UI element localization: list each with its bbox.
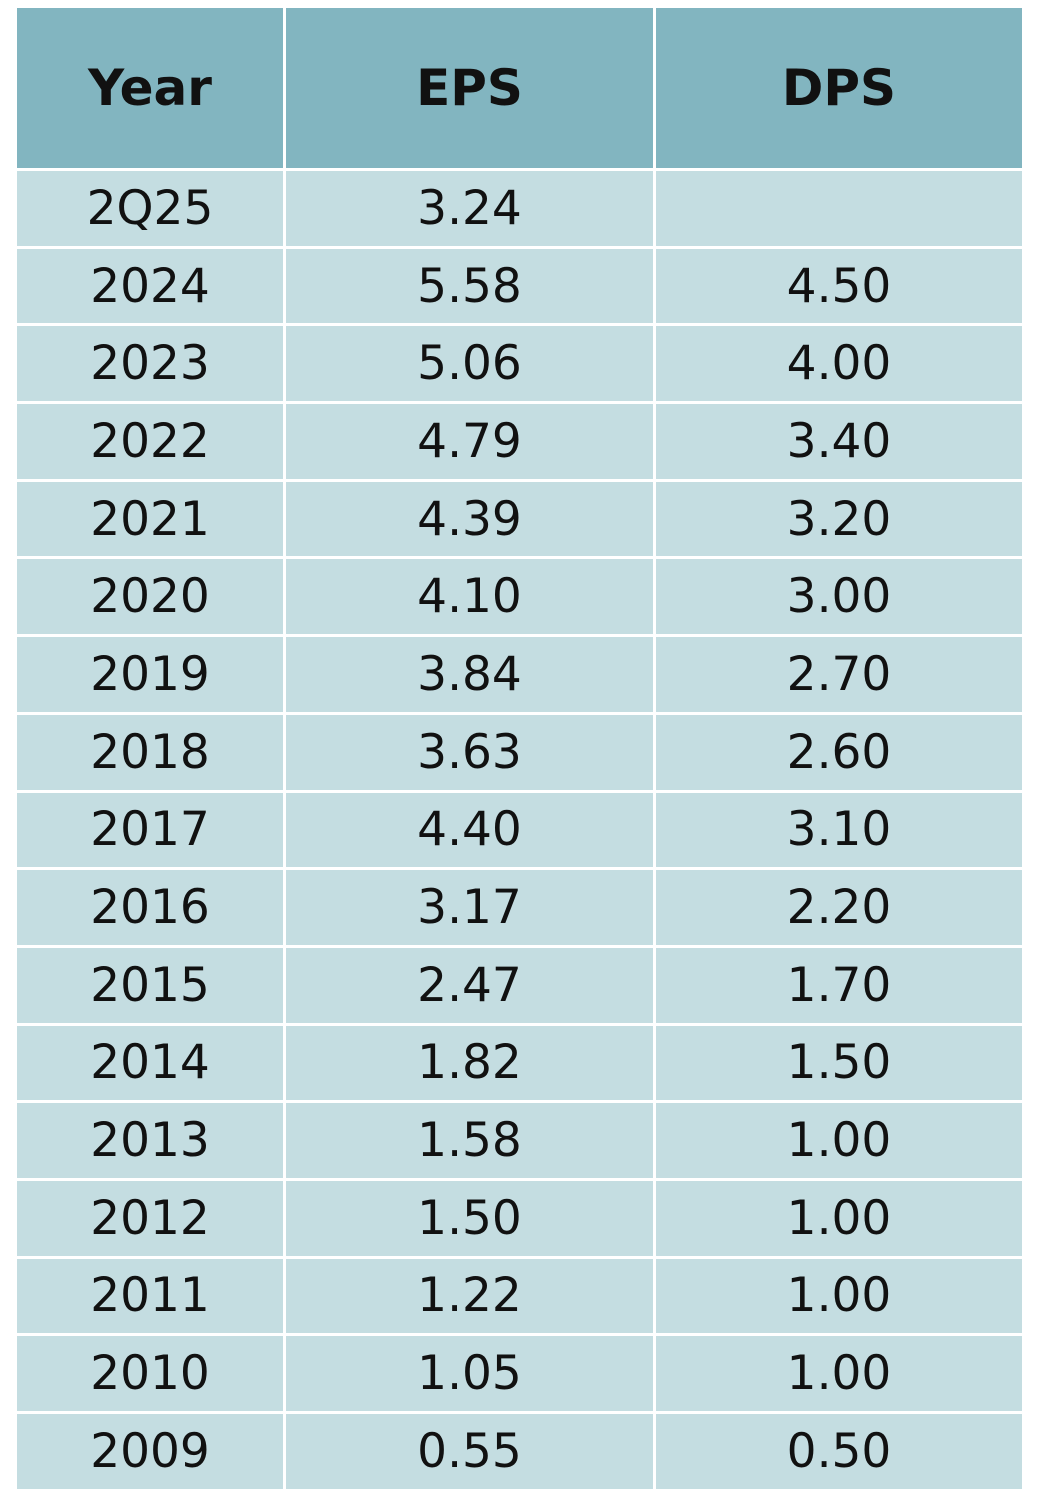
table-cell: 1.22 — [286, 1258, 653, 1334]
table-cell: 1.70 — [656, 947, 1022, 1023]
table-cell: 3.40 — [656, 404, 1022, 479]
table-cell: 1.05 — [286, 1336, 653, 1411]
table-cell: 1.58 — [286, 1103, 653, 1178]
table-cell: 1.50 — [656, 1025, 1022, 1101]
table-cell: 5.06 — [286, 326, 653, 402]
header-cell: DPS — [656, 8, 1022, 168]
table-cell: 4.00 — [656, 326, 1022, 402]
table-cell: 2Q25 — [17, 171, 283, 246]
header-cell: EPS — [286, 8, 653, 168]
table-cell: 3.17 — [286, 870, 653, 945]
table-cell: 4.39 — [286, 481, 653, 557]
header-cell: Year — [17, 8, 283, 168]
table-cell: 3.20 — [656, 481, 1022, 557]
table-cell: 2023 — [17, 326, 283, 402]
table-cell: 2017 — [17, 792, 283, 868]
table-cell: 2022 — [17, 404, 283, 479]
table-cell: 1.00 — [656, 1180, 1022, 1256]
table-cell: 3.63 — [286, 714, 653, 790]
table-cell: 2.70 — [656, 637, 1022, 712]
table-cell: 1.00 — [656, 1258, 1022, 1334]
table-cell: 2018 — [17, 714, 283, 790]
table-cell: 3.24 — [286, 171, 653, 246]
table-cell: 2.60 — [656, 714, 1022, 790]
table-cell: 2010 — [17, 1336, 283, 1411]
table-cell: 1.00 — [656, 1336, 1022, 1411]
table-cell: 5.58 — [286, 248, 653, 324]
table-cell: 1.00 — [656, 1103, 1022, 1178]
table-cell: 4.40 — [286, 792, 653, 868]
table-cell: 2019 — [17, 637, 283, 712]
table-cell — [656, 171, 1022, 246]
table-cell: 3.84 — [286, 637, 653, 712]
table-cell: 2009 — [17, 1414, 283, 1489]
table-cell: 4.10 — [286, 559, 653, 635]
table-cell: 1.82 — [286, 1025, 653, 1101]
table-cell: 2.47 — [286, 947, 653, 1023]
table-cell: 3.10 — [656, 792, 1022, 868]
table-cell: 2011 — [17, 1258, 283, 1334]
table-cell: 0.55 — [286, 1414, 653, 1489]
table-cell: 2024 — [17, 248, 283, 324]
table-cell: 1.50 — [286, 1180, 653, 1256]
table-cell: 3.00 — [656, 559, 1022, 635]
table-cell: 4.50 — [656, 248, 1022, 324]
table-cell: 2014 — [17, 1025, 283, 1101]
table-cell: 0.50 — [656, 1414, 1022, 1489]
table-cell: 4.79 — [286, 404, 653, 479]
table-cell: 2012 — [17, 1180, 283, 1256]
table: Year EPS DPS 2Q25 3.24 2024 5.58 4.50 2023 5.06 4.… — [17, 8, 1022, 1489]
table-cell: 2013 — [17, 1103, 283, 1178]
table-cell: 2016 — [17, 870, 283, 945]
table-cell: 2021 — [17, 481, 283, 557]
table-cell: 2015 — [17, 947, 283, 1023]
table-cell: 2.20 — [656, 870, 1022, 945]
table-cell: 2020 — [17, 559, 283, 635]
